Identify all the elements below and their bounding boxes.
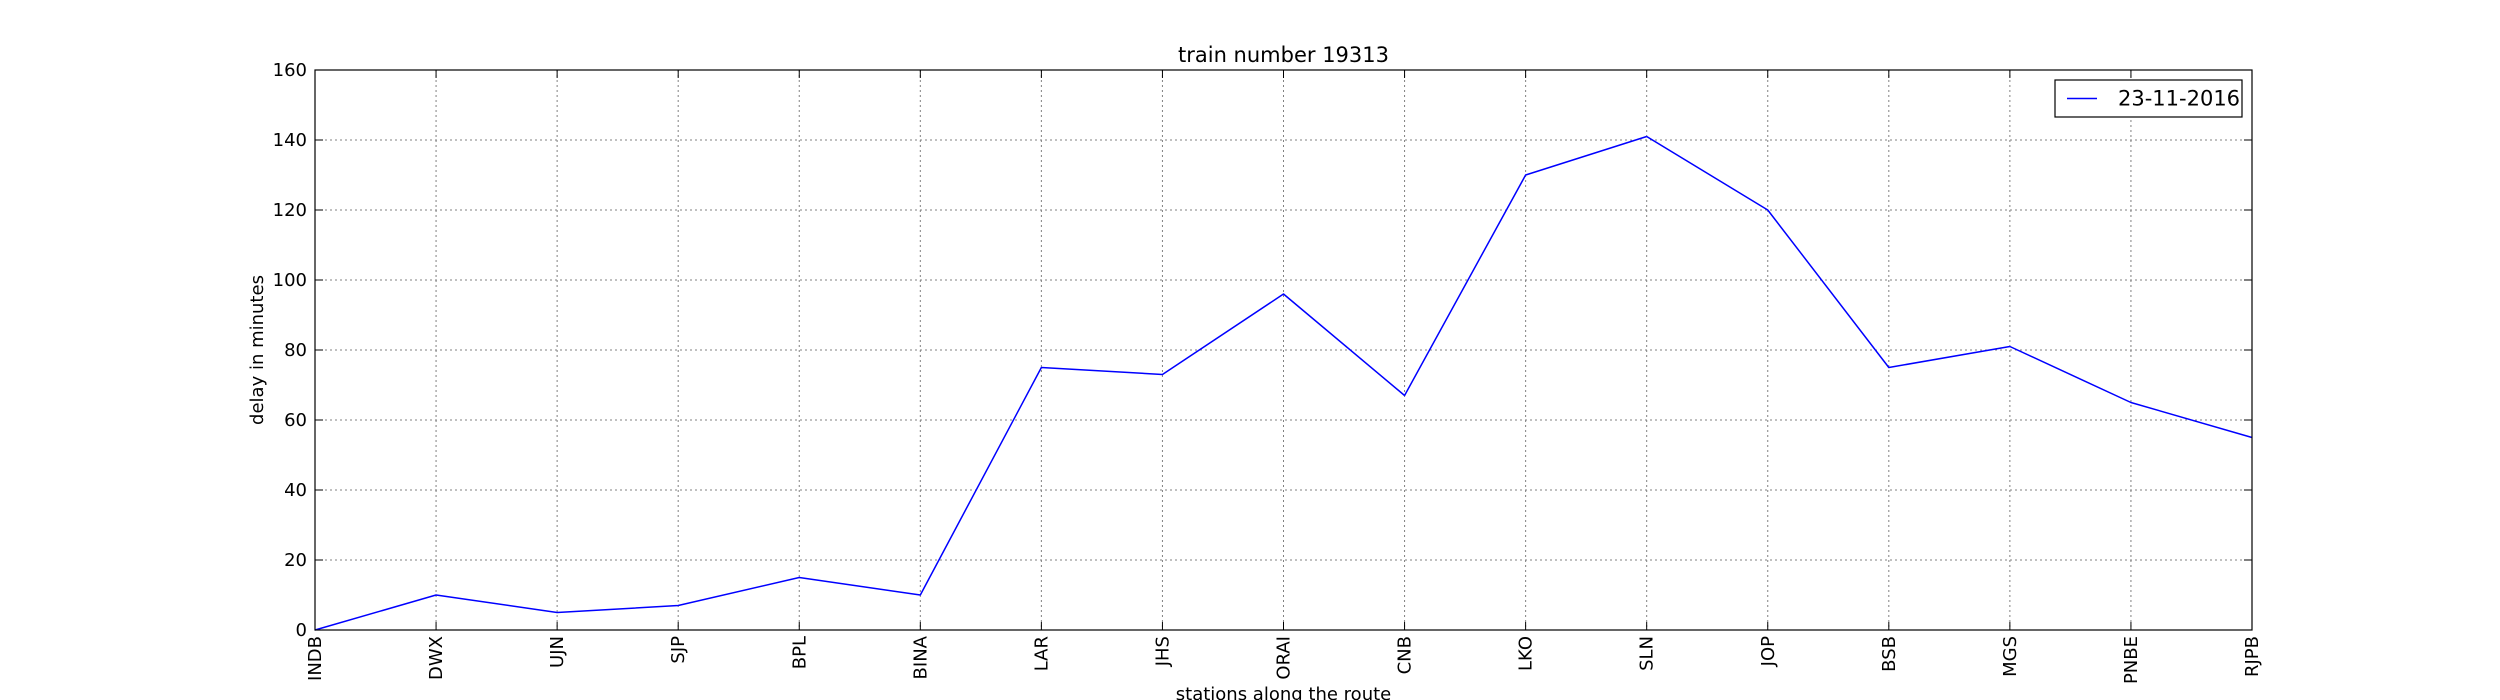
x-tick-label: JOP xyxy=(1758,636,1779,667)
x-tick-label: LAR xyxy=(1031,636,1052,671)
y-tick-label: 100 xyxy=(273,270,307,291)
x-axis: INDB DWX UJN SJP BPL BINA LAR JHS ORAI CNB LKO SLN J… xyxy=(305,70,2263,684)
x-tick-label: DWX xyxy=(426,636,447,680)
y-axis-title: delay in minutes xyxy=(247,275,268,425)
legend: 23-11-2016 xyxy=(2054,79,2243,118)
legend-label: 23-11-2016 xyxy=(2118,87,2240,111)
y-tick-label: 20 xyxy=(284,550,307,571)
x-tick-label: ORAI xyxy=(1274,636,1295,680)
y-tick-label: 160 xyxy=(273,60,307,81)
x-tick-label: INDB xyxy=(305,636,326,681)
chart-title: train number 19313 xyxy=(1178,43,1389,67)
x-tick-label: JHS xyxy=(1152,636,1173,667)
y-tick-label: 140 xyxy=(273,130,307,151)
x-tick-label: BPL xyxy=(789,636,810,669)
grid xyxy=(314,69,2253,631)
y-tick-label: 40 xyxy=(284,480,307,501)
x-tick-label: SJP xyxy=(668,636,689,664)
x-tick-label: BINA xyxy=(910,635,931,679)
x-axis-title: stations along the route xyxy=(1176,684,1391,700)
y-tick-label: 120 xyxy=(273,200,307,221)
x-tick-label: UJN xyxy=(547,636,568,668)
x-tick-label: MGS xyxy=(2000,636,2021,677)
x-tick-label: SLN xyxy=(1637,636,1658,671)
y-tick-label: 60 xyxy=(284,410,307,431)
x-tick-label: BSB xyxy=(1879,636,1900,672)
y-axis: 0 20 40 60 80 100 120 140 160 xyxy=(273,60,2252,641)
x-tick-label: RJPB xyxy=(2242,636,2263,677)
x-tick-label: LKO xyxy=(1516,636,1537,671)
y-tick-label: 80 xyxy=(284,340,307,361)
x-tick-label: PNBE xyxy=(2121,636,2142,684)
y-tick-label: 0 xyxy=(296,620,307,641)
x-tick-label: CNB xyxy=(1395,636,1416,674)
